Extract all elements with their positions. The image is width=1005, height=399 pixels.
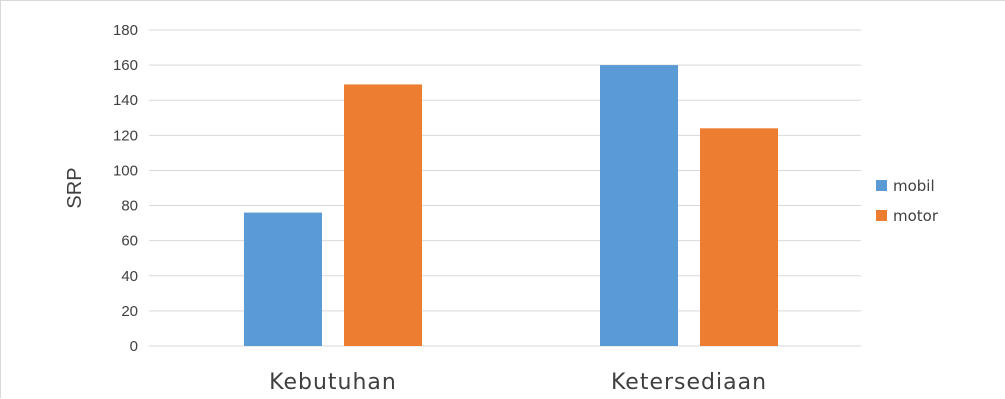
legend-swatch-mobil [876, 180, 887, 191]
y-axis-ticks: 0 20 40 60 80 100 120 140 160 180 [113, 22, 138, 355]
bar-mobil-kebutuhan [244, 212, 322, 346]
y-tick-label: 140 [113, 92, 138, 109]
y-axis-title: SRP [64, 167, 86, 208]
bar-mobil-ketersediaan [600, 65, 678, 346]
y-tick-label: 120 [113, 127, 138, 144]
y-tick-label: 60 [121, 233, 138, 250]
legend-label-motor: motor [893, 207, 939, 225]
y-tick-label: 20 [121, 303, 138, 320]
bar-motor-ketersediaan [700, 128, 778, 346]
y-tick-label: 180 [113, 22, 138, 39]
legend-label-mobil: mobil [893, 177, 935, 195]
bars [244, 65, 778, 346]
x-axis-labels: Kebutuhan Ketersediaan [269, 370, 767, 395]
x-category-label: Ketersediaan [611, 370, 767, 395]
legend: mobil motor [876, 177, 939, 225]
x-category-label: Kebutuhan [269, 370, 397, 395]
y-tick-label: 0 [130, 338, 138, 355]
y-tick-label: 80 [121, 198, 138, 215]
y-tick-label: 100 [113, 162, 138, 179]
y-tick-label: 160 [113, 57, 138, 74]
legend-swatch-motor [876, 210, 887, 221]
y-tick-label: 40 [121, 268, 138, 285]
bar-motor-kebutuhan [344, 84, 422, 346]
